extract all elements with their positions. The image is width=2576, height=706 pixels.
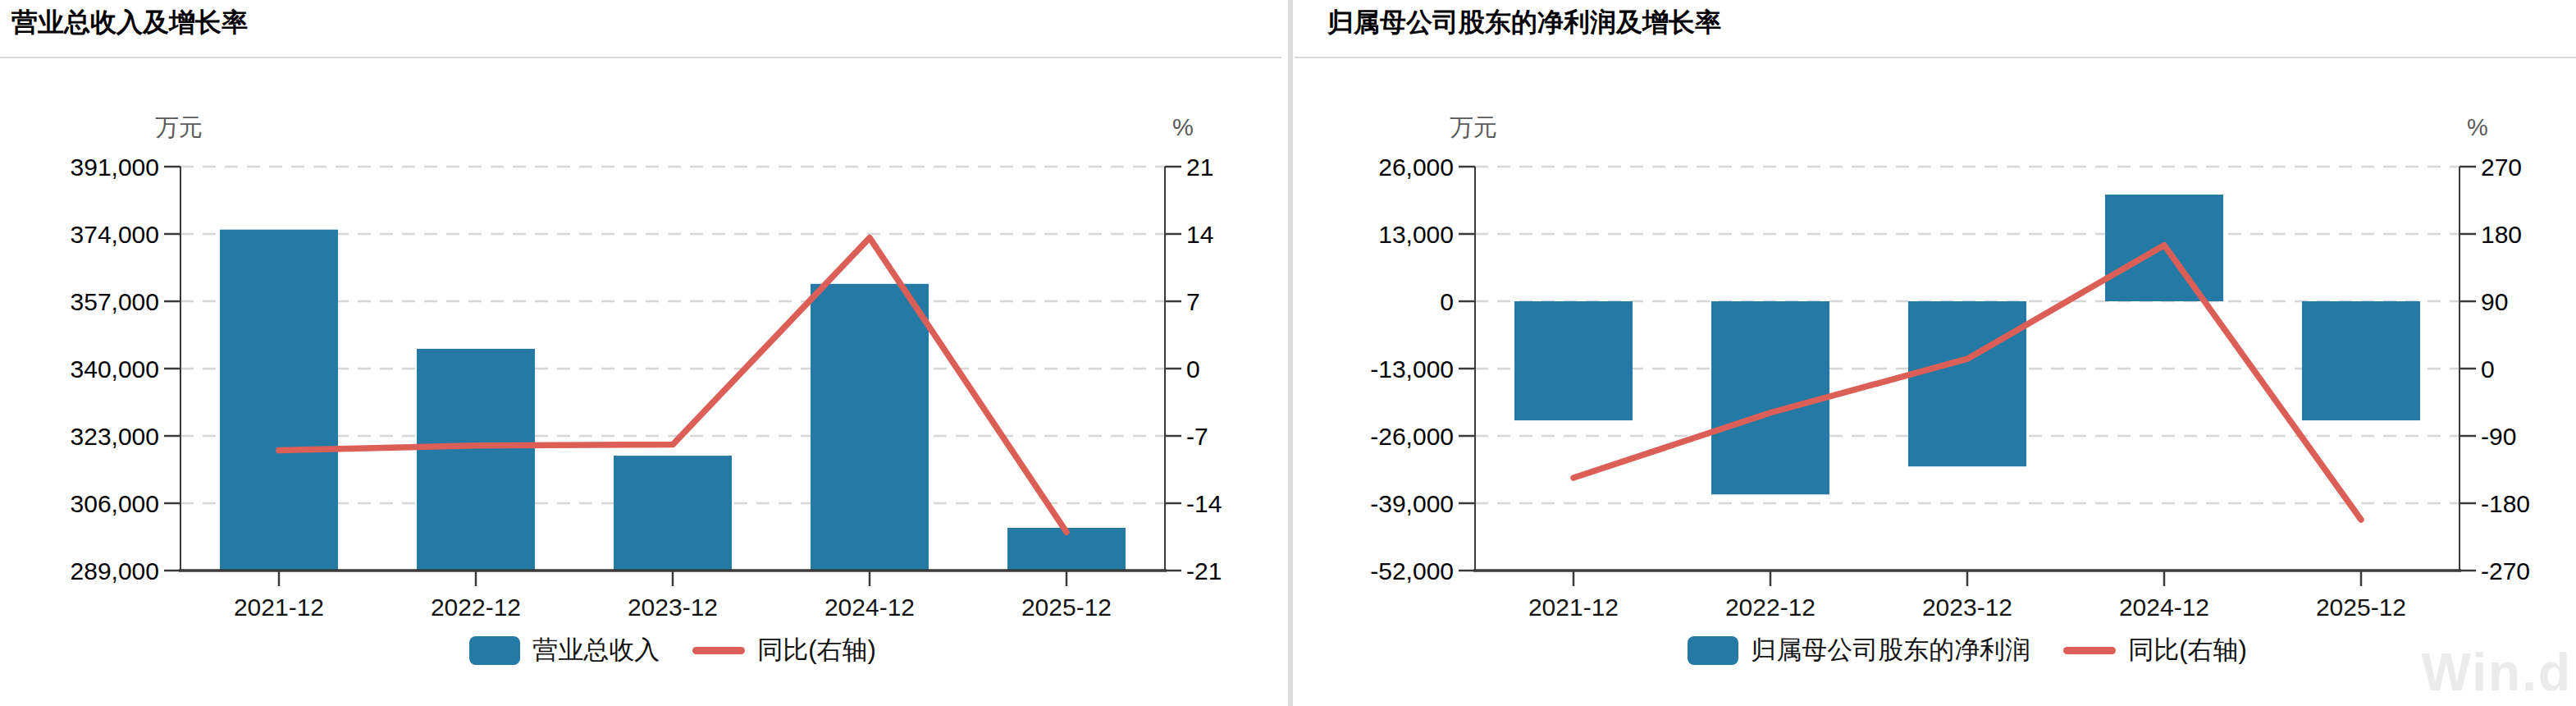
right-axis-tick-label: 0 [1186, 355, 1200, 383]
left-axis-tick-label: 306,000 [71, 490, 159, 517]
x-axis-label: 2023-12 [628, 594, 718, 621]
right-axis-unit-label: % [1172, 114, 1194, 140]
line-series-label: 同比(右轴) [757, 633, 876, 667]
right-axis-tick-label: 14 [1186, 221, 1213, 248]
bar-2022-12 [417, 349, 535, 571]
left-axis-tick-label: 323,000 [71, 423, 159, 450]
bar-2025-12 [2302, 301, 2420, 420]
left-axis-tick-label: 289,000 [71, 557, 159, 585]
bar-2022-12 [1711, 301, 1829, 494]
x-axis-label: 2025-12 [1021, 594, 1112, 621]
right-axis-tick-label: 180 [2481, 221, 2522, 248]
right-axis-tick-label: -14 [1186, 490, 1222, 517]
line-series-label: 同比(右轴) [2128, 633, 2247, 667]
x-axis-label: 2022-12 [1725, 594, 1816, 621]
legend-item-line: 同比(右轴) [692, 633, 876, 667]
bar-2023-12 [1908, 301, 2026, 466]
left-axis-tick-label: 0 [1440, 288, 1454, 315]
left-axis-tick-label: 374,000 [71, 221, 159, 248]
legend-item-bar: 营业总收入 [469, 633, 660, 667]
net-profit-legend: 归属母公司股东的净利润 同比(右轴) [1475, 630, 2460, 670]
right-axis-tick-label: -7 [1186, 423, 1208, 450]
x-axis-label: 2022-12 [431, 594, 521, 621]
net-profit-chart-canvas: 26,000 270 13,000 180 0 90 -13,000 0 -26,000 -90 -… [1295, 0, 2576, 706]
legend-item-bar: 归属母公司股东的净利润 [1688, 633, 2030, 667]
left-axis-tick-label: 391,000 [71, 154, 159, 181]
x-axis-label: 2024-12 [2119, 594, 2209, 621]
revenue-chart-canvas: 391,000 21 374,000 14 357,000 7 340,000 0 323,00… [0, 0, 1281, 706]
x-axis-label: 2021-12 [234, 594, 324, 621]
bar-2024-12 [811, 284, 929, 571]
legend-item-line: 同比(右轴) [2063, 633, 2247, 667]
left-axis-tick-label: -39,000 [1370, 490, 1454, 517]
left-axis-tick-label: -26,000 [1370, 423, 1454, 450]
right-axis-tick-label: -90 [2481, 423, 2516, 450]
left-axis-tick-label: 13,000 [1378, 221, 1454, 248]
page: 营业总收入及增长率 391,00021374,00014357,0007340,… [0, 0, 2576, 706]
left-axis-tick-label: 340,000 [71, 355, 159, 383]
x-axis-label: 2021-12 [1528, 594, 1619, 621]
right-axis-tick-label: 7 [1186, 288, 1200, 315]
left-axis-unit-label: 万元 [155, 114, 203, 140]
right-axis-unit-label: % [2467, 114, 2488, 140]
left-axis-tick-label: -13,000 [1370, 355, 1454, 383]
line-series-swatch [2063, 647, 2116, 654]
x-axis-label: 2023-12 [1922, 594, 2012, 621]
panel-divider [1288, 0, 1293, 706]
bar-series-swatch [1688, 636, 1738, 665]
panel-net-profit: 归属母公司股东的净利润及增长率 26,00027013,000180090-13… [1295, 0, 2576, 706]
right-axis-tick-label: -21 [1186, 557, 1222, 585]
right-axis-tick-label: 21 [1186, 154, 1213, 181]
bar-2023-12 [614, 456, 732, 571]
right-axis-tick-label: 0 [2481, 355, 2495, 383]
bar-2021-12 [1514, 301, 1633, 420]
left-axis-tick-label: 26,000 [1378, 154, 1454, 181]
bar-series-swatch [469, 636, 520, 665]
left-axis-unit-label: 万元 [1450, 114, 1497, 140]
panel-revenue: 营业总收入及增长率 391,00021374,00014357,0007340,… [0, 0, 1281, 706]
x-axis-label: 2025-12 [2316, 594, 2406, 621]
bar-2021-12 [220, 230, 338, 571]
right-axis-tick-label: -180 [2481, 490, 2530, 517]
left-axis-tick-label: 357,000 [71, 288, 159, 315]
x-axis-label: 2024-12 [824, 594, 915, 621]
left-axis-tick-label: -52,000 [1370, 557, 1454, 585]
right-axis-tick-label: -270 [2481, 557, 2530, 585]
bar-series-label: 归属母公司股东的净利润 [1751, 633, 2030, 667]
line-series-swatch [692, 647, 745, 654]
right-axis-tick-label: 270 [2481, 154, 2522, 181]
bar-series-label: 营业总收入 [532, 633, 660, 667]
revenue-legend: 营业总收入 同比(右轴) [180, 630, 1165, 670]
watermark-logo: Win.d [2421, 642, 2572, 703]
right-axis-tick-label: 90 [2481, 288, 2508, 315]
